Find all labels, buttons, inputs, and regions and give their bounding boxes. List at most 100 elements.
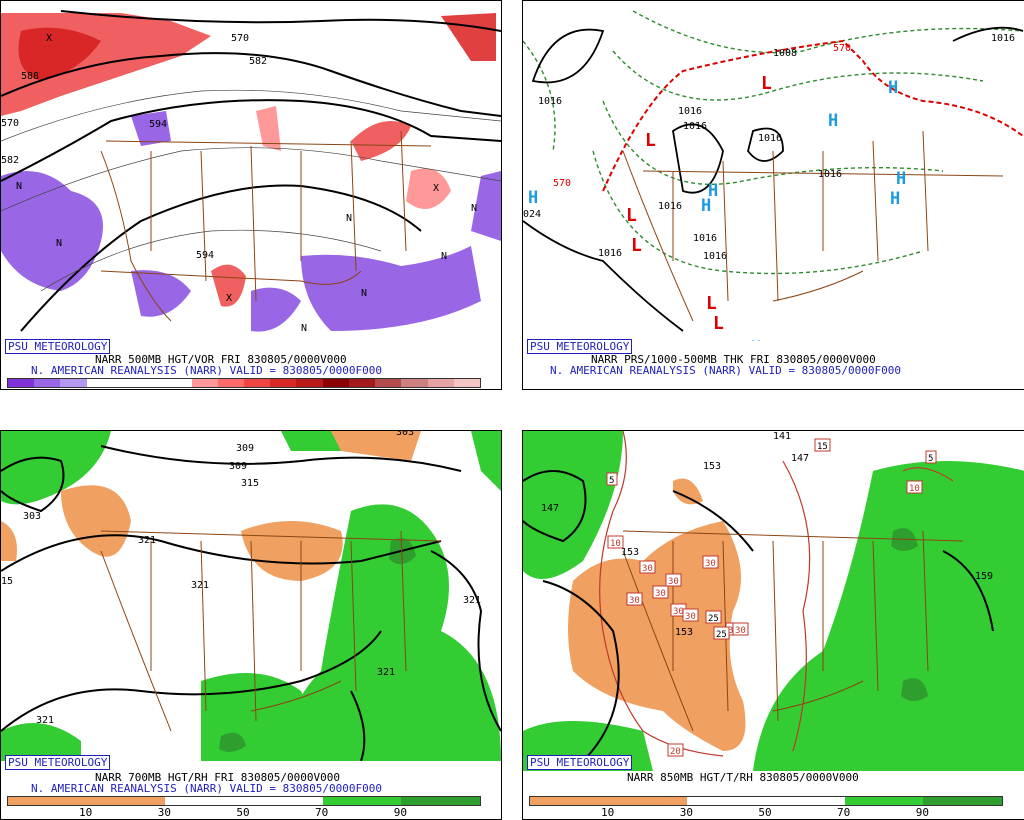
svg-text:N: N (471, 203, 477, 214)
svg-text:570: 570 (1, 118, 19, 129)
map-labels: 588 582 570 570 582 594 594 N N N N N N … (1, 33, 477, 334)
svg-text:582: 582 (1, 155, 19, 166)
color-bar-tick: 70 (837, 806, 851, 819)
color-bar-segment (322, 797, 402, 805)
color-bar-segment (8, 379, 35, 387)
title-line: NARR 700MB HGT/RH FRI 830805/0000V000 (95, 771, 341, 784)
svg-text:1016: 1016 (683, 121, 707, 132)
color-bar-tick: 10 (79, 806, 93, 819)
map-500mb: 588 582 570 570 582 594 594 N N N N N N … (1, 10, 501, 334)
svg-text:1016: 1016 (598, 248, 622, 259)
title-line: NARR 850MB HGT/T/RH 830805/0000V000 (627, 771, 859, 784)
svg-text:H: H (701, 196, 711, 216)
temperature-box: 20 (667, 743, 684, 757)
svg-text:H: H (708, 181, 718, 201)
title-line: NARR PRS/1000-500MB THK FRI 830805/0000V… (591, 353, 876, 366)
svg-text:159: 159 (975, 571, 993, 582)
color-bar-segment (243, 379, 271, 387)
svg-text:L: L (645, 130, 656, 151)
vorticity-negative (471, 171, 501, 241)
color-bar-segment (244, 797, 323, 805)
color-bar-segment (139, 379, 166, 387)
svg-text:570: 570 (833, 43, 851, 54)
vorticity-negative (301, 246, 481, 331)
valid-line: N. AMERICAN REANALYSIS (NARR) VALID = 83… (31, 364, 382, 377)
color-bar-segment (687, 797, 767, 805)
vorticity-positive (351, 121, 411, 161)
svg-text:147: 147 (791, 453, 809, 464)
svg-text:X: X (433, 183, 439, 194)
temperature-box: 30 (639, 560, 656, 574)
temperature-box: 5 (606, 472, 618, 486)
color-bar-segment (401, 797, 481, 805)
svg-text:1008: 1008 (773, 48, 797, 59)
svg-text:30: 30 (668, 577, 679, 587)
color-bar-tick: 18 (249, 389, 262, 390)
svg-text:309: 309 (236, 443, 254, 454)
svg-text:309: 309 (229, 461, 247, 472)
svg-text:5: 5 (928, 454, 933, 464)
temperature-box: 30 (652, 585, 669, 599)
svg-text:321: 321 (138, 535, 156, 546)
map-700mb: 303 309 309 315 321 321 321 321 321 303 … (1, 431, 501, 761)
svg-text:30: 30 (705, 559, 716, 569)
svg-text:15: 15 (1, 576, 13, 587)
color-bar-tick: 50 (236, 806, 250, 819)
svg-text:594: 594 (149, 119, 167, 130)
svg-text:1016: 1016 (658, 201, 682, 212)
color-bar-segment (530, 797, 609, 805)
svg-text:594: 594 (196, 250, 214, 261)
svg-text:30: 30 (655, 589, 666, 599)
panel-700mb-rh: 303 309 309 315 321 321 321 321 321 303 … (0, 430, 502, 820)
svg-text:1016: 1016 (538, 96, 562, 107)
color-bar-tick: 20 (274, 389, 287, 390)
color-bar-tick: 30 (398, 389, 411, 390)
svg-text:1016: 1016 (991, 33, 1015, 44)
svg-text:1016: 1016 (818, 169, 842, 180)
color-bar-segment (86, 379, 113, 387)
svg-text:N: N (346, 213, 352, 224)
svg-text:L: L (713, 313, 724, 334)
low-markers: L L L L L L (626, 73, 772, 334)
svg-text:H: H (890, 189, 900, 209)
color-bar-tick: 12 (174, 389, 187, 390)
svg-text:153: 153 (703, 461, 721, 472)
svg-text:321: 321 (36, 715, 54, 726)
svg-text:30: 30 (673, 607, 684, 617)
svg-text:321: 321 (191, 580, 209, 591)
svg-text:321: 321 (377, 667, 395, 678)
color-bar-segment (270, 379, 297, 387)
color-bar-tick: 16 (224, 389, 237, 390)
temperature-box: 30 (665, 573, 682, 587)
color-bar-tick: 90 (915, 806, 929, 819)
color-bar-tick: 4 (78, 389, 85, 390)
psu-badge: PSU METEOROLOGY (527, 339, 633, 354)
svg-text:L: L (631, 235, 642, 256)
color-bar-segment (453, 379, 480, 387)
svg-text:L: L (706, 293, 717, 314)
color-bar (7, 796, 481, 806)
color-bar-segment (165, 797, 245, 805)
svg-text:570: 570 (231, 33, 249, 44)
svg-text:15: 15 (817, 442, 828, 452)
svg-text:H: H (528, 188, 538, 208)
color-bar-segment (34, 379, 61, 387)
vorticity-negative (131, 111, 171, 146)
color-bar-ticks: 10 30 50 70 90 (529, 807, 1001, 819)
temperature-box: 5 (925, 450, 937, 464)
color-bar-ticks: 10 30 50 70 90 (7, 807, 479, 819)
svg-text:N: N (301, 323, 307, 334)
svg-text:20: 20 (670, 747, 681, 757)
vorticity-positive (18, 27, 101, 82)
color-bar-tick: 2 (53, 389, 60, 390)
valid-line: N. AMERICAN REANALYSIS (NARR) VALID = 83… (550, 364, 901, 377)
color-bar-segment (348, 379, 376, 387)
svg-text:10: 10 (909, 484, 920, 494)
svg-text:10: 10 (610, 539, 621, 549)
svg-text:H: H (751, 338, 761, 341)
color-bar-tick: 0 (29, 389, 36, 390)
vorticity-positive (441, 13, 496, 61)
psu-badge: PSU METEOROLOGY (5, 339, 111, 354)
svg-text:1016: 1016 (703, 251, 727, 262)
color-bar-tick: 10 (601, 806, 615, 819)
